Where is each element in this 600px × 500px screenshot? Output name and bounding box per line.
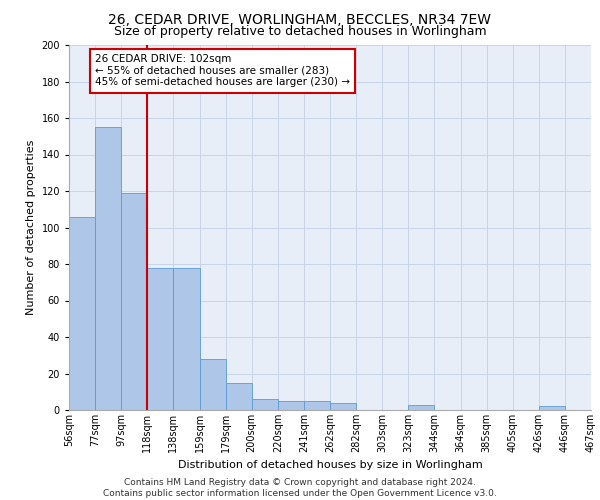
Text: Contains HM Land Registry data © Crown copyright and database right 2024.
Contai: Contains HM Land Registry data © Crown c… [103,478,497,498]
Bar [226,382,252,410]
Text: 26, CEDAR DRIVE, WORLINGHAM, BECCLES, NR34 7EW: 26, CEDAR DRIVE, WORLINGHAM, BECCLES, NR… [109,12,491,26]
Bar [148,268,173,410]
Text: 26 CEDAR DRIVE: 102sqm
← 55% of detached houses are smaller (283)
45% of semi-de: 26 CEDAR DRIVE: 102sqm ← 55% of detached… [95,54,350,88]
X-axis label: Distribution of detached houses by size in Worlingham: Distribution of detached houses by size … [178,460,482,470]
Bar [409,404,434,410]
Bar [95,127,121,410]
Bar [69,216,95,410]
Y-axis label: Number of detached properties: Number of detached properties [26,140,36,315]
Bar [304,401,330,410]
Bar [173,268,199,410]
Bar [121,193,148,410]
Bar [278,401,304,410]
Bar [199,359,226,410]
Bar [252,399,278,410]
Text: Size of property relative to detached houses in Worlingham: Size of property relative to detached ho… [113,25,487,38]
Bar [539,406,565,410]
Bar [330,402,356,410]
